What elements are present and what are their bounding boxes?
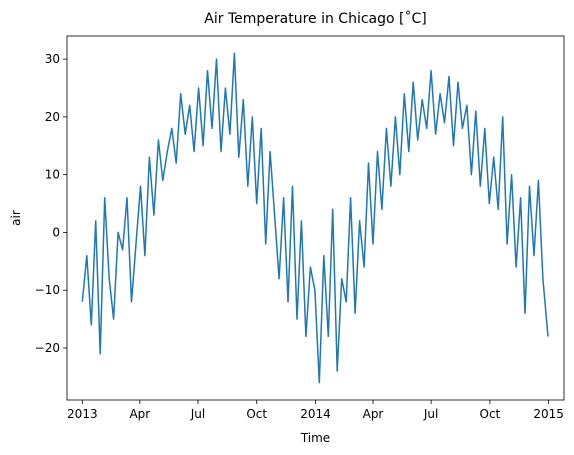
x-tick-label: Jul <box>190 407 205 421</box>
temperature-series-line <box>81 52 549 384</box>
x-tick-label: 2013 <box>67 407 98 421</box>
x-tick-label: 2015 <box>533 407 564 421</box>
x-axis-ticks: 2013 Apr Jul Oct 2014 Apr Jul Oct 2015 <box>67 400 564 421</box>
y-tick-label: 20 <box>45 110 60 124</box>
y-tick-label: 10 <box>45 168 60 182</box>
plot-area <box>81 52 549 384</box>
x-tick-label: Apr <box>129 407 150 421</box>
chart-title: Air Temperature in Chicago [˚C] <box>204 10 426 27</box>
x-tick-label: Apr <box>363 407 384 421</box>
y-tick-label: −10 <box>35 283 60 297</box>
x-tick-label: 2014 <box>300 407 331 421</box>
y-tick-label: 30 <box>45 52 60 66</box>
y-axis-ticks: −20 −10 0 10 20 30 <box>35 52 67 355</box>
y-axis-label: air <box>9 210 23 226</box>
x-tick-label: Oct <box>246 407 267 421</box>
y-tick-label: −20 <box>35 341 60 355</box>
x-tick-label: Oct <box>480 407 501 421</box>
x-tick-label: Jul <box>423 407 438 421</box>
x-axis-label: Time <box>300 431 330 445</box>
y-tick-label: 0 <box>52 225 60 239</box>
